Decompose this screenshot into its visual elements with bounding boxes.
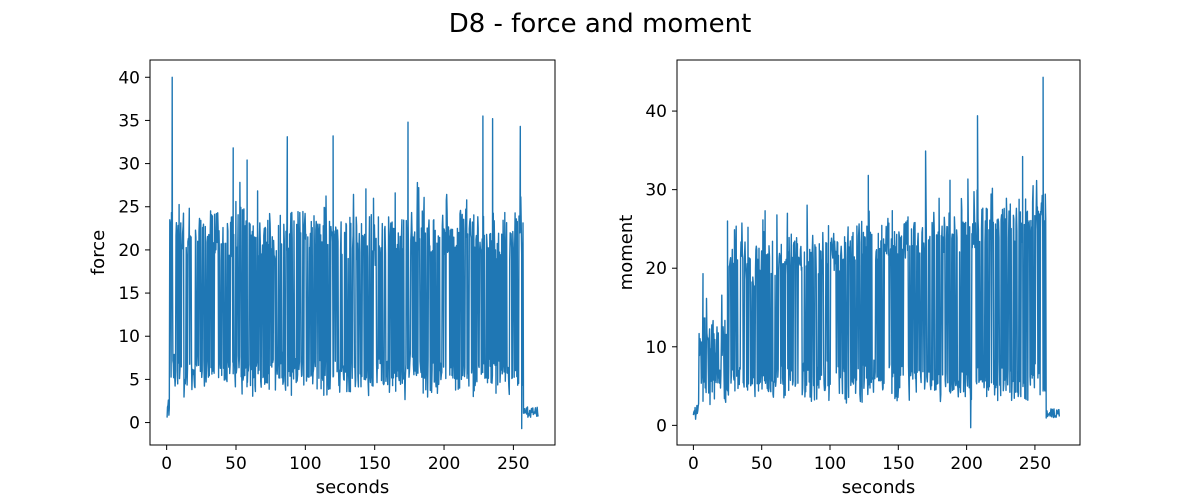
moment-ticks: 0 50 100 150 200 250 0 10 20 30 40 — [645, 102, 1051, 474]
moment-axes-frame — [676, 59, 1081, 446]
force-y-tick-label: 25 — [118, 198, 140, 218]
moment-x-tick-label: 150 — [882, 454, 914, 474]
force-ticks: 0 50 100 150 200 250 0 5 10 15 20 25 30 35 40 — [118, 68, 529, 474]
force-x-tick-label: 0 — [161, 454, 172, 474]
force-y-tick-label: 35 — [118, 111, 140, 131]
moment-series-line — [692, 76, 1060, 429]
force-y-tick-label: 0 — [129, 414, 140, 434]
force-x-tick-label: 100 — [289, 454, 321, 474]
force-y-tick-label: 10 — [118, 327, 140, 347]
force-y-axis-label: force — [88, 230, 109, 275]
moment-x-tick-label: 250 — [1019, 454, 1051, 474]
force-axes-frame — [149, 59, 556, 446]
force-x-tick-label: 250 — [497, 454, 529, 474]
force-y-tick-label: 40 — [118, 68, 140, 88]
force-y-tick-label: 30 — [118, 155, 140, 175]
moment-y-tick-label: 40 — [645, 102, 667, 122]
moment-y-tick-label: 0 — [656, 416, 667, 436]
force-series-line — [166, 76, 539, 430]
force-x-tick-label: 150 — [358, 454, 390, 474]
force-y-tick-label: 5 — [129, 370, 140, 390]
moment-y-tick-label: 20 — [645, 259, 667, 279]
moment-y-axis-label: moment — [616, 215, 637, 291]
force-y-tick-label: 20 — [118, 241, 140, 261]
force-x-tick-label: 200 — [428, 454, 460, 474]
force-x-tick-label: 50 — [225, 454, 247, 474]
moment-x-tick-label: 50 — [751, 454, 773, 474]
moment-y-tick-label: 30 — [645, 181, 667, 201]
moment-x-axis-label: seconds — [842, 477, 916, 498]
moment-panel: 0 50 100 150 200 250 0 10 20 30 40 seconds moment — [616, 59, 1081, 498]
force-y-tick-label: 15 — [118, 284, 140, 304]
moment-x-tick-label: 0 — [688, 454, 699, 474]
moment-y-tick-label: 10 — [645, 338, 667, 358]
force-x-axis-label: seconds — [316, 477, 390, 498]
figure-suptitle: D8 - force and moment — [449, 9, 752, 39]
moment-x-tick-label: 100 — [814, 454, 846, 474]
moment-x-tick-label: 200 — [950, 454, 982, 474]
